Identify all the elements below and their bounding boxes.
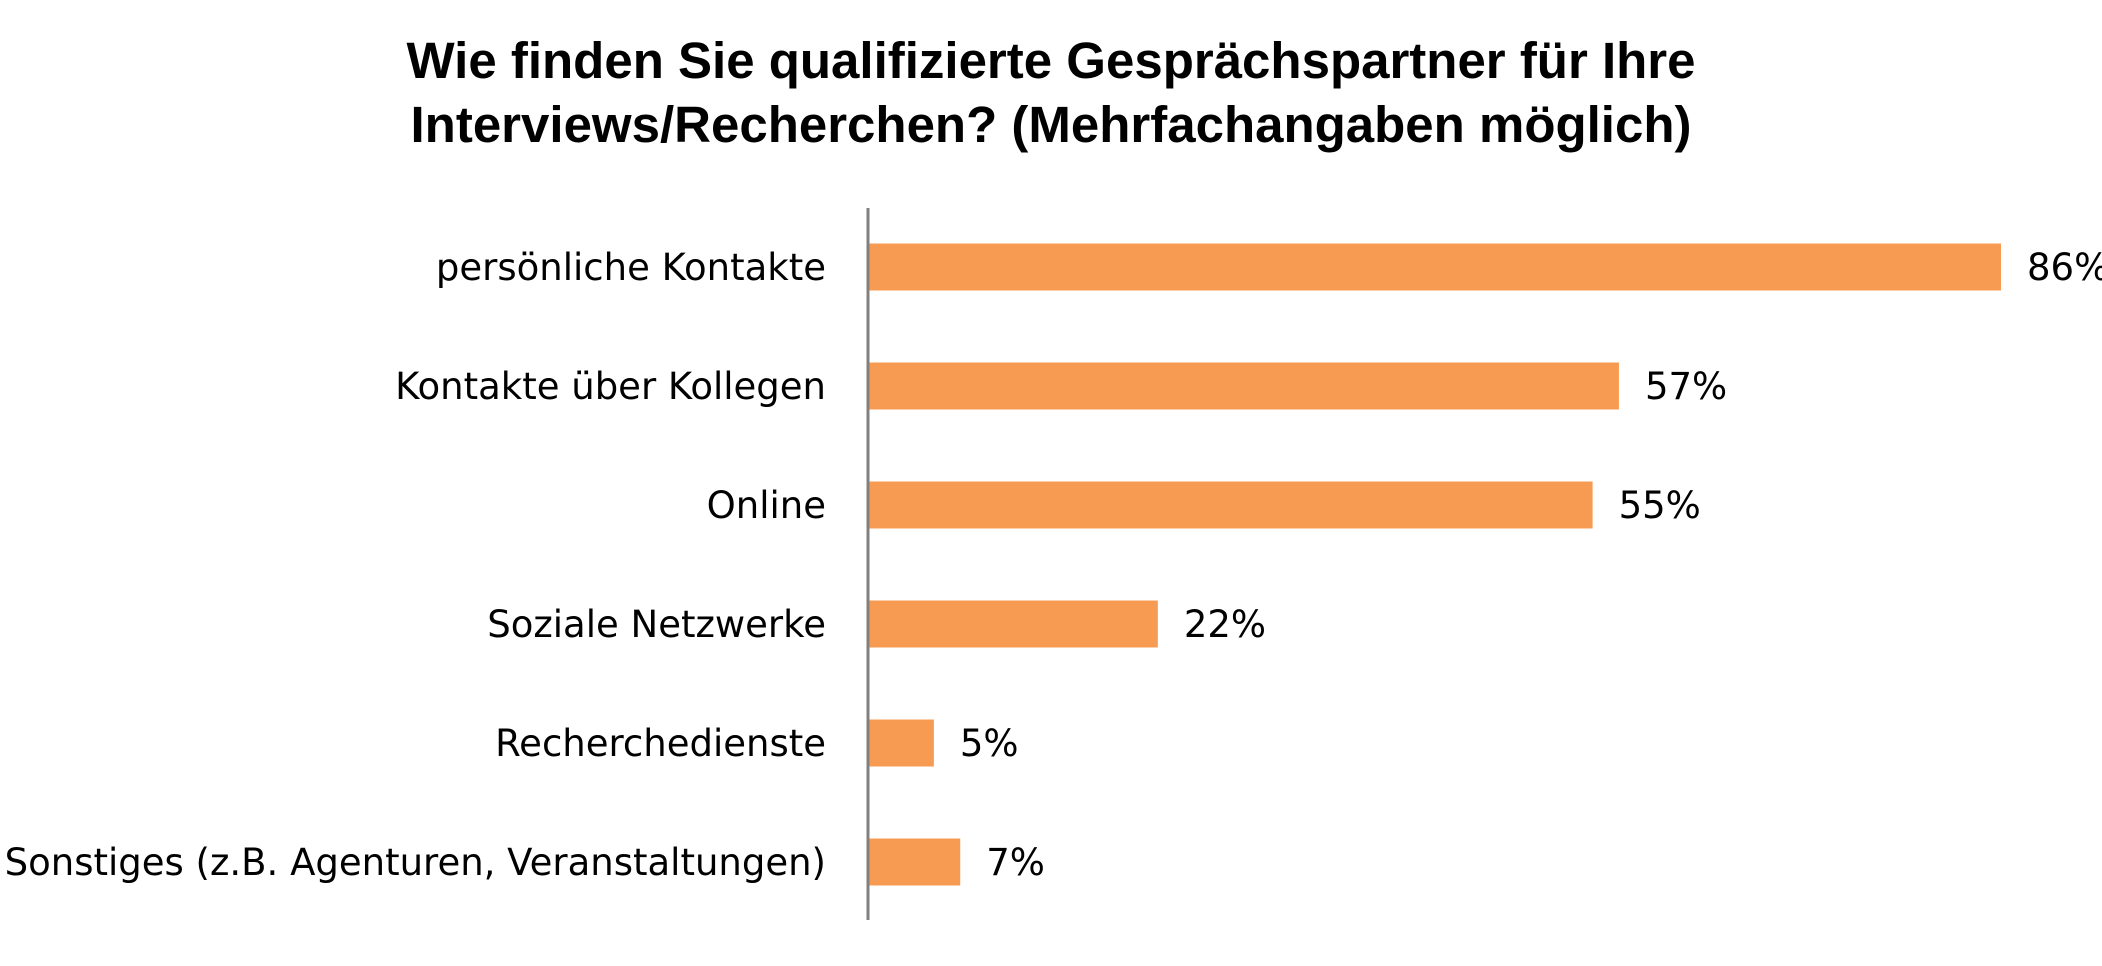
category-label: persönliche Kontakte <box>436 246 826 289</box>
value-label: 86% <box>2027 246 2102 289</box>
value-label: 22% <box>1184 603 1266 646</box>
bar <box>868 481 1593 529</box>
category-label: Soziale Netzwerke <box>487 603 826 646</box>
chart-title-line-1: Wie finden Sie qualifizierte Gesprächspa… <box>406 32 1695 89</box>
chart-title-line-2: Interviews/Recherchen? (Mehrfachangaben … <box>411 96 1692 153</box>
bar <box>868 719 934 767</box>
bar <box>868 838 961 886</box>
category-label: Recherchedienste <box>495 722 826 765</box>
bar <box>868 243 2001 291</box>
value-label: 5% <box>960 722 1019 765</box>
value-label: 7% <box>986 841 1045 884</box>
category-label: Sonstiges (z.B. Agenturen, Veranstaltung… <box>5 841 826 884</box>
category-label: Online <box>707 484 826 527</box>
value-labels-group: 86% 57% 55% 22% 5% 7% <box>960 246 2102 884</box>
value-label: 55% <box>1619 484 1701 527</box>
bar <box>868 600 1158 648</box>
category-labels-group: persönliche Kontakte Kontakte über Kolleg… <box>5 246 826 884</box>
category-label: Kontakte über Kollegen <box>395 365 826 408</box>
bar <box>868 362 1619 410</box>
value-label: 57% <box>1645 365 1727 408</box>
bars-group <box>868 243 2001 886</box>
